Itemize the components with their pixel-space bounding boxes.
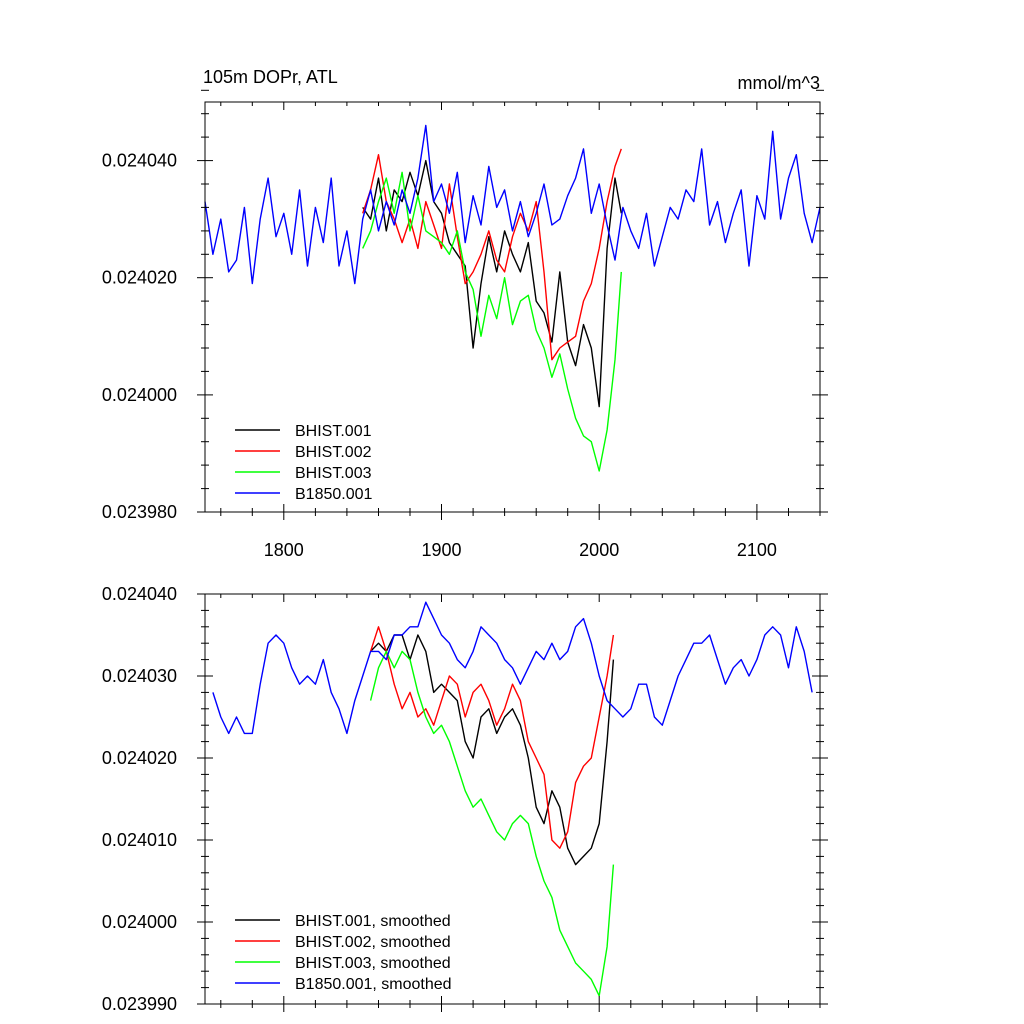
- y-tick-label: 0.024040: [102, 151, 177, 171]
- panel-top: 105m DOPr, ATL mmol/m^3 1800 1900 2000 2100…: [102, 67, 828, 560]
- units-label: mmol/m^3: [738, 73, 820, 93]
- x-tick-label: 2000: [579, 540, 619, 560]
- x-tick-label: 1900: [421, 540, 461, 560]
- series-line-bhist-002: [362, 148, 622, 361]
- ticks-top: 1800 1900 2000 2100 0.023980 0.024000 0.024020…: [102, 89, 828, 560]
- y-tick-label: 0.024040: [102, 584, 177, 604]
- series-line-b1850-001: [204, 124, 821, 285]
- y-tick-label: 0.024010: [102, 830, 177, 850]
- legend-label: B1850.001, smoothed: [295, 976, 452, 993]
- series-line-bhist-003-smoothed: [369, 650, 615, 997]
- y-tick-label: 0.024000: [102, 385, 177, 405]
- legend-top: BHIST.001 BHIST.002 BHIST.003 B1850.001: [235, 423, 373, 503]
- x-tick-label: 1800: [264, 540, 304, 560]
- legend-label: BHIST.003, smoothed: [295, 955, 451, 972]
- legend-label: BHIST.002: [295, 444, 372, 461]
- series-line-bhist-001: [362, 159, 622, 408]
- series-line-bhist-001-smoothed: [370, 634, 615, 866]
- series-group-bottom: [212, 601, 813, 997]
- y-tick-label: 0.024020: [102, 268, 177, 288]
- y-tick-label: 0.024030: [102, 666, 177, 686]
- plot-frame-top: [204, 101, 821, 513]
- y-tick-label: 0.024000: [102, 912, 177, 932]
- series-group-top: [204, 124, 821, 472]
- y-tick-label: 0.024020: [102, 748, 177, 768]
- legend-bottom: BHIST.001, smoothed BHIST.002, smoothed BH…: [235, 913, 452, 993]
- legend-label: BHIST.002, smoothed: [295, 934, 451, 951]
- ticks-bottom: 0.023990 0.024000 0.024010 0.024020 0.024030…: [102, 584, 828, 1014]
- x-tick-label: 2100: [737, 540, 777, 560]
- legend-label: BHIST.001: [295, 423, 372, 440]
- series-line-bhist-002-smoothed: [369, 626, 615, 849]
- y-tick-label: 0.023990: [102, 994, 177, 1014]
- legend-label: BHIST.001, smoothed: [295, 913, 451, 930]
- legend-label: BHIST.003: [295, 465, 372, 482]
- panel-bottom: 0.023990 0.024000 0.024010 0.024020 0.024030…: [102, 584, 828, 1014]
- legend-label: B1850.001: [295, 486, 373, 503]
- series-line-b1850-001-smoothed: [212, 601, 813, 735]
- series-line-bhist-003: [362, 171, 622, 472]
- plot-frame-bottom: [204, 593, 821, 1005]
- y-tick-label: 0.023980: [102, 502, 177, 522]
- chart-title: 105m DOPr, ATL: [203, 67, 338, 87]
